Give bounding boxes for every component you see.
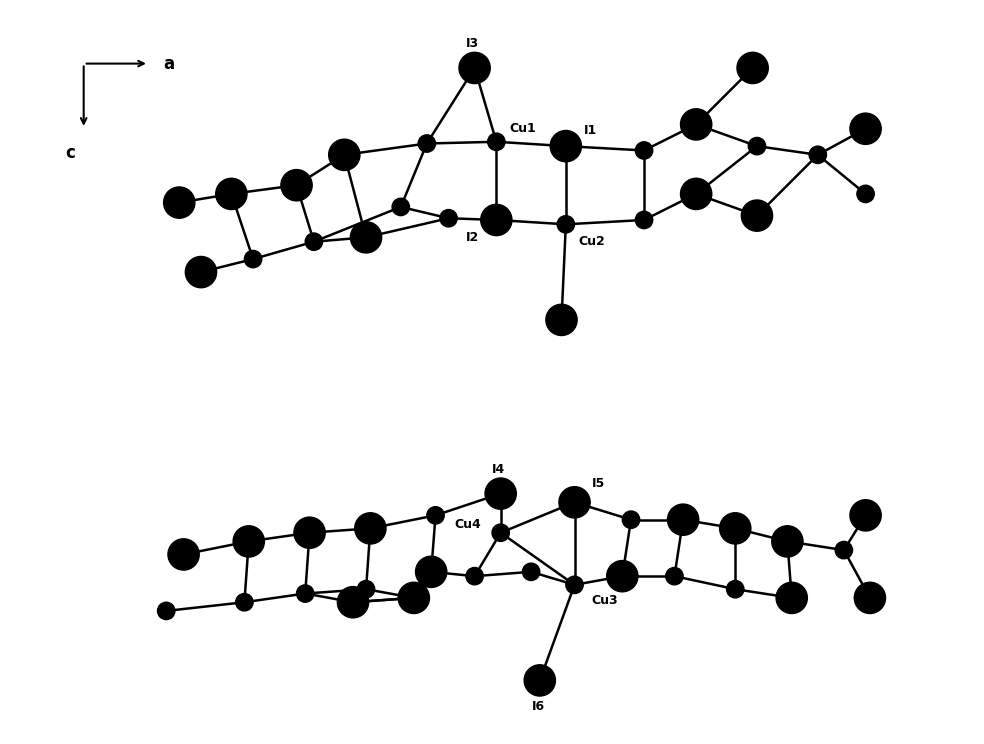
Circle shape: [719, 513, 751, 544]
Circle shape: [636, 142, 652, 159]
Circle shape: [357, 580, 375, 598]
Circle shape: [622, 511, 640, 528]
Circle shape: [607, 560, 638, 591]
Circle shape: [338, 586, 369, 618]
Circle shape: [809, 146, 827, 164]
Circle shape: [488, 133, 505, 150]
Circle shape: [854, 583, 886, 614]
Circle shape: [305, 233, 323, 251]
Circle shape: [163, 187, 195, 218]
Circle shape: [667, 504, 699, 536]
Text: a: a: [163, 54, 175, 73]
Circle shape: [835, 542, 852, 559]
Text: I5: I5: [592, 477, 605, 490]
Circle shape: [157, 602, 175, 620]
Circle shape: [392, 198, 409, 216]
Circle shape: [418, 135, 436, 153]
Circle shape: [185, 257, 216, 288]
Circle shape: [492, 524, 510, 542]
Circle shape: [557, 216, 575, 233]
Circle shape: [459, 52, 490, 83]
Circle shape: [244, 251, 262, 268]
Text: I3: I3: [466, 37, 479, 50]
Circle shape: [294, 517, 325, 548]
Circle shape: [681, 109, 711, 140]
Circle shape: [524, 665, 555, 696]
Circle shape: [741, 200, 772, 231]
Circle shape: [636, 211, 652, 228]
Text: I4: I4: [492, 463, 506, 476]
Circle shape: [415, 557, 447, 588]
Circle shape: [771, 526, 803, 557]
Text: I1: I1: [584, 124, 596, 137]
Circle shape: [485, 478, 517, 509]
Circle shape: [355, 513, 386, 544]
Circle shape: [726, 580, 744, 598]
Text: I6: I6: [531, 700, 544, 713]
Circle shape: [523, 563, 540, 580]
Text: c: c: [66, 144, 76, 161]
Circle shape: [168, 539, 199, 570]
Circle shape: [233, 526, 265, 557]
Circle shape: [850, 500, 882, 531]
Circle shape: [215, 179, 247, 210]
Text: Cu3: Cu3: [591, 594, 618, 607]
Circle shape: [566, 576, 584, 594]
Circle shape: [748, 138, 766, 155]
Text: Cu2: Cu2: [579, 235, 605, 248]
Text: I2: I2: [465, 231, 478, 244]
Circle shape: [666, 568, 683, 585]
Circle shape: [466, 568, 483, 585]
Circle shape: [776, 583, 807, 614]
Circle shape: [681, 179, 711, 210]
Circle shape: [440, 210, 458, 227]
Text: Cu4: Cu4: [455, 518, 481, 530]
Circle shape: [350, 222, 382, 253]
Circle shape: [559, 487, 590, 518]
Circle shape: [857, 185, 874, 202]
Circle shape: [329, 139, 360, 170]
Circle shape: [236, 594, 253, 611]
Circle shape: [427, 507, 444, 524]
Circle shape: [737, 52, 769, 83]
Circle shape: [481, 205, 512, 236]
Circle shape: [850, 113, 882, 144]
Circle shape: [399, 583, 429, 614]
Text: Cu1: Cu1: [509, 122, 535, 135]
Circle shape: [296, 585, 314, 602]
Circle shape: [546, 304, 578, 336]
Circle shape: [550, 130, 582, 161]
Circle shape: [280, 170, 312, 201]
